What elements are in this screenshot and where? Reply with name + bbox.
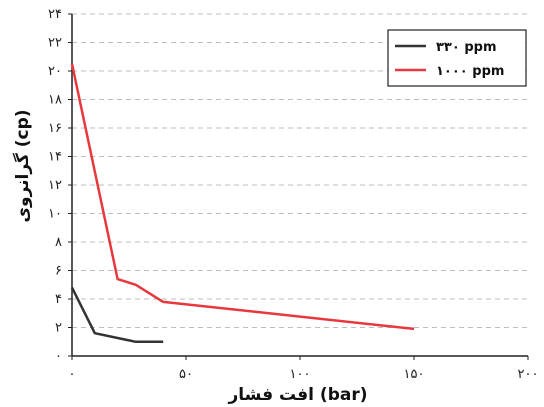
legend-box xyxy=(387,29,527,87)
y-tick-label: ۱۲ xyxy=(48,178,62,193)
legend-label-series-2: ۱۰۰۰ ppm xyxy=(436,64,504,79)
y-tick-label: ۲۰ xyxy=(48,64,62,79)
series-line-2 xyxy=(70,63,415,331)
series-lines xyxy=(70,63,415,344)
y-tick-label: ۱۸ xyxy=(48,93,62,108)
legend-label-series-1: ۳۳۰ ppm xyxy=(436,40,497,55)
y-tick-label: ۱۴ xyxy=(48,150,62,165)
axes xyxy=(71,14,528,357)
y-tick-label: ۶ xyxy=(55,264,62,279)
y-tick-label: ۰ xyxy=(55,349,62,364)
y-tick-label: ۸ xyxy=(55,235,62,250)
y-tick-label: ۱۶ xyxy=(48,121,62,136)
x-axis-ticks: ۰ ۵۰ ۱۰۰ ۱۵۰ ۲۰۰ xyxy=(69,356,539,382)
y-tick-label: ۲ xyxy=(55,321,62,336)
y-tick-label: ۴ xyxy=(55,292,62,307)
x-tick-label: ۱۰۰ xyxy=(290,367,311,382)
y-tick-label: ۱۰ xyxy=(48,207,62,222)
x-axis-title: افت فشار (bar) xyxy=(228,385,368,405)
y-axis-title: گرانروی (cp) xyxy=(12,109,33,222)
legend: ۳۳۰ ppm ۱۰۰۰ ppm xyxy=(387,29,527,87)
series-line-1 xyxy=(70,287,164,344)
x-tick-label: ۱۵۰ xyxy=(404,367,425,382)
x-tick-label: ۰ xyxy=(69,367,76,382)
x-tick-label: ۲۰۰ xyxy=(518,367,539,382)
x-tick-label: ۵۰ xyxy=(179,367,193,382)
y-tick-label: ۲۲ xyxy=(48,36,62,51)
y-tick-label: ۲۴ xyxy=(48,7,62,22)
